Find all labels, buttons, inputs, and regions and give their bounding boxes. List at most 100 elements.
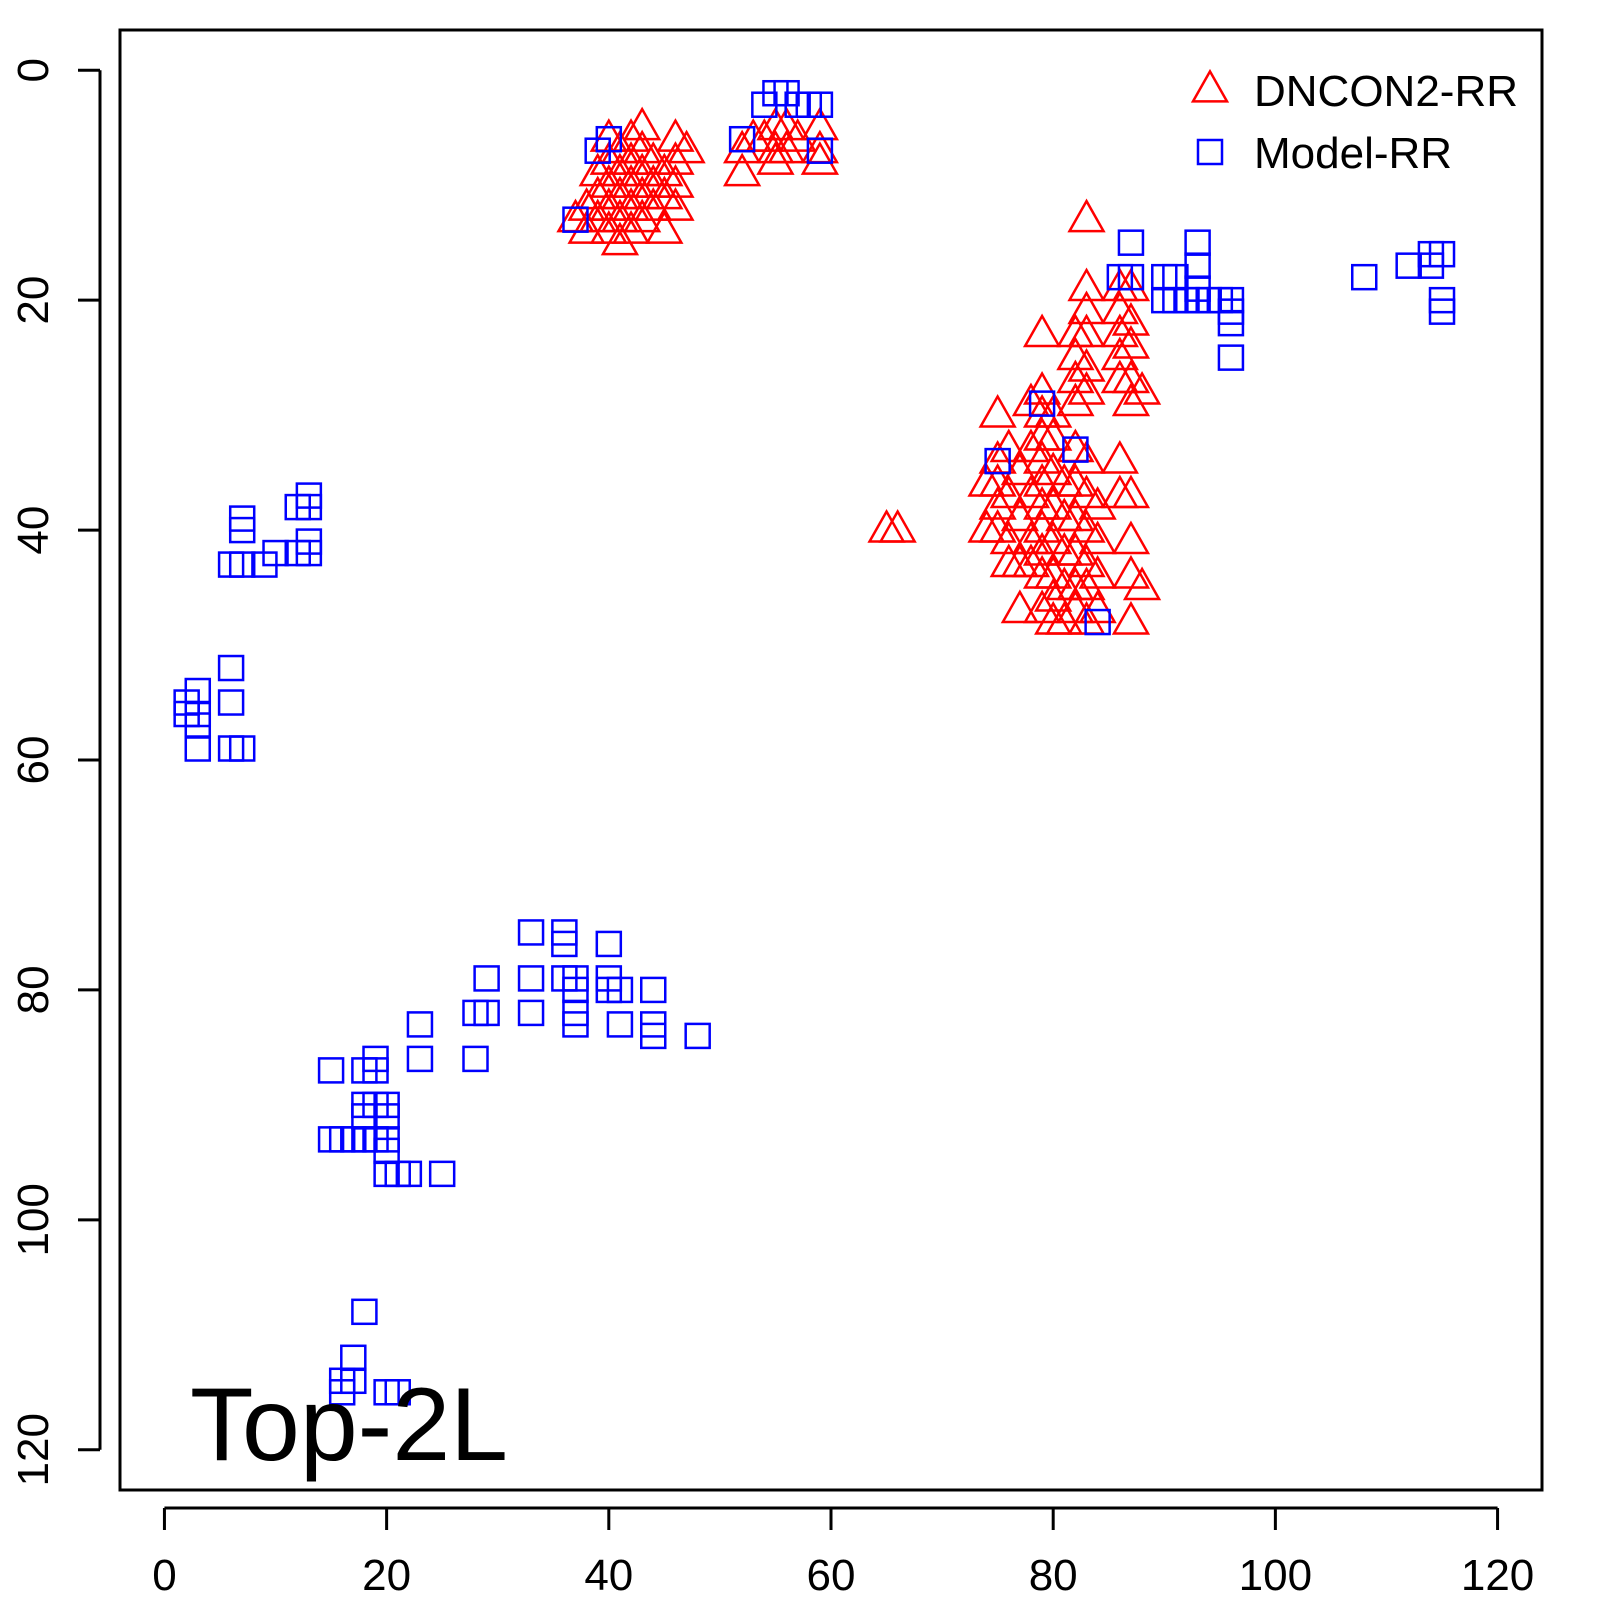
triangle-point — [767, 129, 806, 164]
square-point — [284, 493, 311, 521]
triangle-point — [1067, 290, 1106, 325]
legend-label: DNCON2-RR — [1254, 67, 1518, 116]
square-point — [551, 930, 578, 958]
triangle-point — [1067, 198, 1106, 233]
square-point — [1184, 252, 1211, 279]
triangle-point — [645, 210, 684, 244]
triangle-point — [600, 221, 640, 256]
triangle-point — [622, 106, 662, 141]
square-point — [284, 539, 311, 567]
triangle-point — [656, 164, 695, 198]
y-tick-label: 20 — [9, 276, 58, 325]
triangle-point — [611, 210, 651, 244]
triangle-point — [1022, 370, 1062, 405]
square-point — [184, 735, 212, 762]
triangle-point — [1078, 589, 1117, 624]
triangle-point — [667, 129, 706, 164]
square-point — [228, 551, 256, 578]
square-point — [428, 1160, 456, 1188]
triangle-point — [989, 520, 1028, 555]
triangle-point — [867, 508, 906, 543]
square-point — [562, 206, 589, 233]
triangle-point — [1067, 566, 1106, 601]
square-point — [728, 125, 756, 153]
square-point — [606, 1011, 634, 1038]
triangle-point — [800, 141, 840, 175]
legend-triangle-marker — [1190, 68, 1230, 103]
legend-square-marker — [1196, 138, 1224, 166]
triangle-point — [878, 508, 917, 543]
triangle-point — [1100, 336, 1139, 371]
triangle-point — [1122, 370, 1162, 405]
square-point — [340, 1367, 367, 1395]
square-point — [384, 1379, 411, 1406]
square-point — [362, 1057, 389, 1084]
square-point — [1084, 608, 1111, 636]
triangle-point — [967, 462, 1006, 497]
x-tick-label: 120 — [1461, 1551, 1534, 1600]
square-point — [1217, 309, 1245, 337]
square-point — [473, 965, 500, 992]
square-point — [517, 965, 545, 992]
x-tick-label: 0 — [152, 1551, 176, 1600]
triangle-point — [722, 152, 762, 187]
dncon2-rr-series — [556, 106, 1162, 635]
legend: DNCON2-RR Model-RR — [1190, 67, 1518, 178]
x-tick-label: 60 — [807, 1551, 856, 1600]
triangle-point — [1022, 462, 1062, 497]
y-tick-label: 120 — [9, 1413, 58, 1486]
square-point — [228, 735, 256, 762]
triangle-point — [622, 198, 662, 233]
triangle-point — [1111, 302, 1151, 336]
square-point — [640, 1022, 667, 1050]
triangle-point — [1111, 267, 1151, 302]
triangle-point — [1000, 589, 1040, 624]
triangle-point — [1078, 520, 1117, 555]
triangle-point — [1100, 474, 1139, 509]
triangle-point — [989, 543, 1028, 578]
x-tick-label: 40 — [584, 1551, 633, 1600]
square-point — [1117, 229, 1145, 256]
square-point — [806, 91, 834, 118]
square-point — [1417, 252, 1445, 279]
x-tick-label: 100 — [1239, 1551, 1312, 1600]
triangle-point — [1045, 600, 1084, 635]
square-point — [462, 1045, 489, 1073]
triangle-point — [1067, 313, 1106, 348]
y-tick-label: 60 — [9, 736, 58, 785]
triangle-point — [1111, 382, 1151, 417]
square-point — [395, 1160, 423, 1188]
y-axis: 0 20 40 60 80 100 120 — [9, 58, 102, 1486]
triangle-point — [634, 187, 673, 221]
square-point — [228, 516, 256, 544]
y-tick-label: 0 — [9, 58, 58, 82]
square-point — [684, 1022, 711, 1050]
square-point — [984, 447, 1011, 475]
square-point — [1428, 298, 1456, 325]
square-point — [517, 919, 545, 946]
square-point — [406, 1011, 434, 1038]
model-rr-series — [173, 79, 1456, 1406]
triangle-point — [1067, 370, 1106, 405]
triangle-point — [978, 485, 1017, 520]
triangle-point — [1034, 416, 1073, 451]
triangle-point — [1078, 554, 1117, 589]
square-point — [351, 1298, 378, 1326]
triangle-point — [656, 141, 695, 175]
triangle-point — [1067, 347, 1106, 382]
triangle-point — [1034, 393, 1073, 428]
triangle-point — [1111, 520, 1151, 555]
triangle-point — [1122, 566, 1162, 601]
square-point — [606, 976, 634, 1004]
square-point — [1184, 229, 1211, 256]
square-point — [1062, 436, 1089, 463]
y-tick-label: 100 — [9, 1183, 58, 1256]
top-2l-annotation: Top-2L — [190, 1367, 508, 1483]
square-point — [584, 137, 611, 164]
triangle-point — [1022, 531, 1062, 566]
triangle-point — [1022, 313, 1062, 348]
triangle-point — [567, 210, 606, 244]
square-point — [1173, 286, 1200, 314]
square-point — [251, 551, 278, 578]
